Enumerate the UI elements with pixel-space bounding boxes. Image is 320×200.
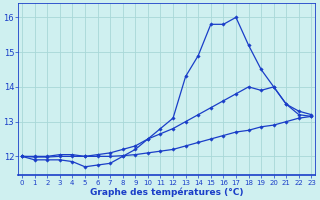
X-axis label: Graphe des températures (°C): Graphe des températures (°C): [90, 187, 244, 197]
